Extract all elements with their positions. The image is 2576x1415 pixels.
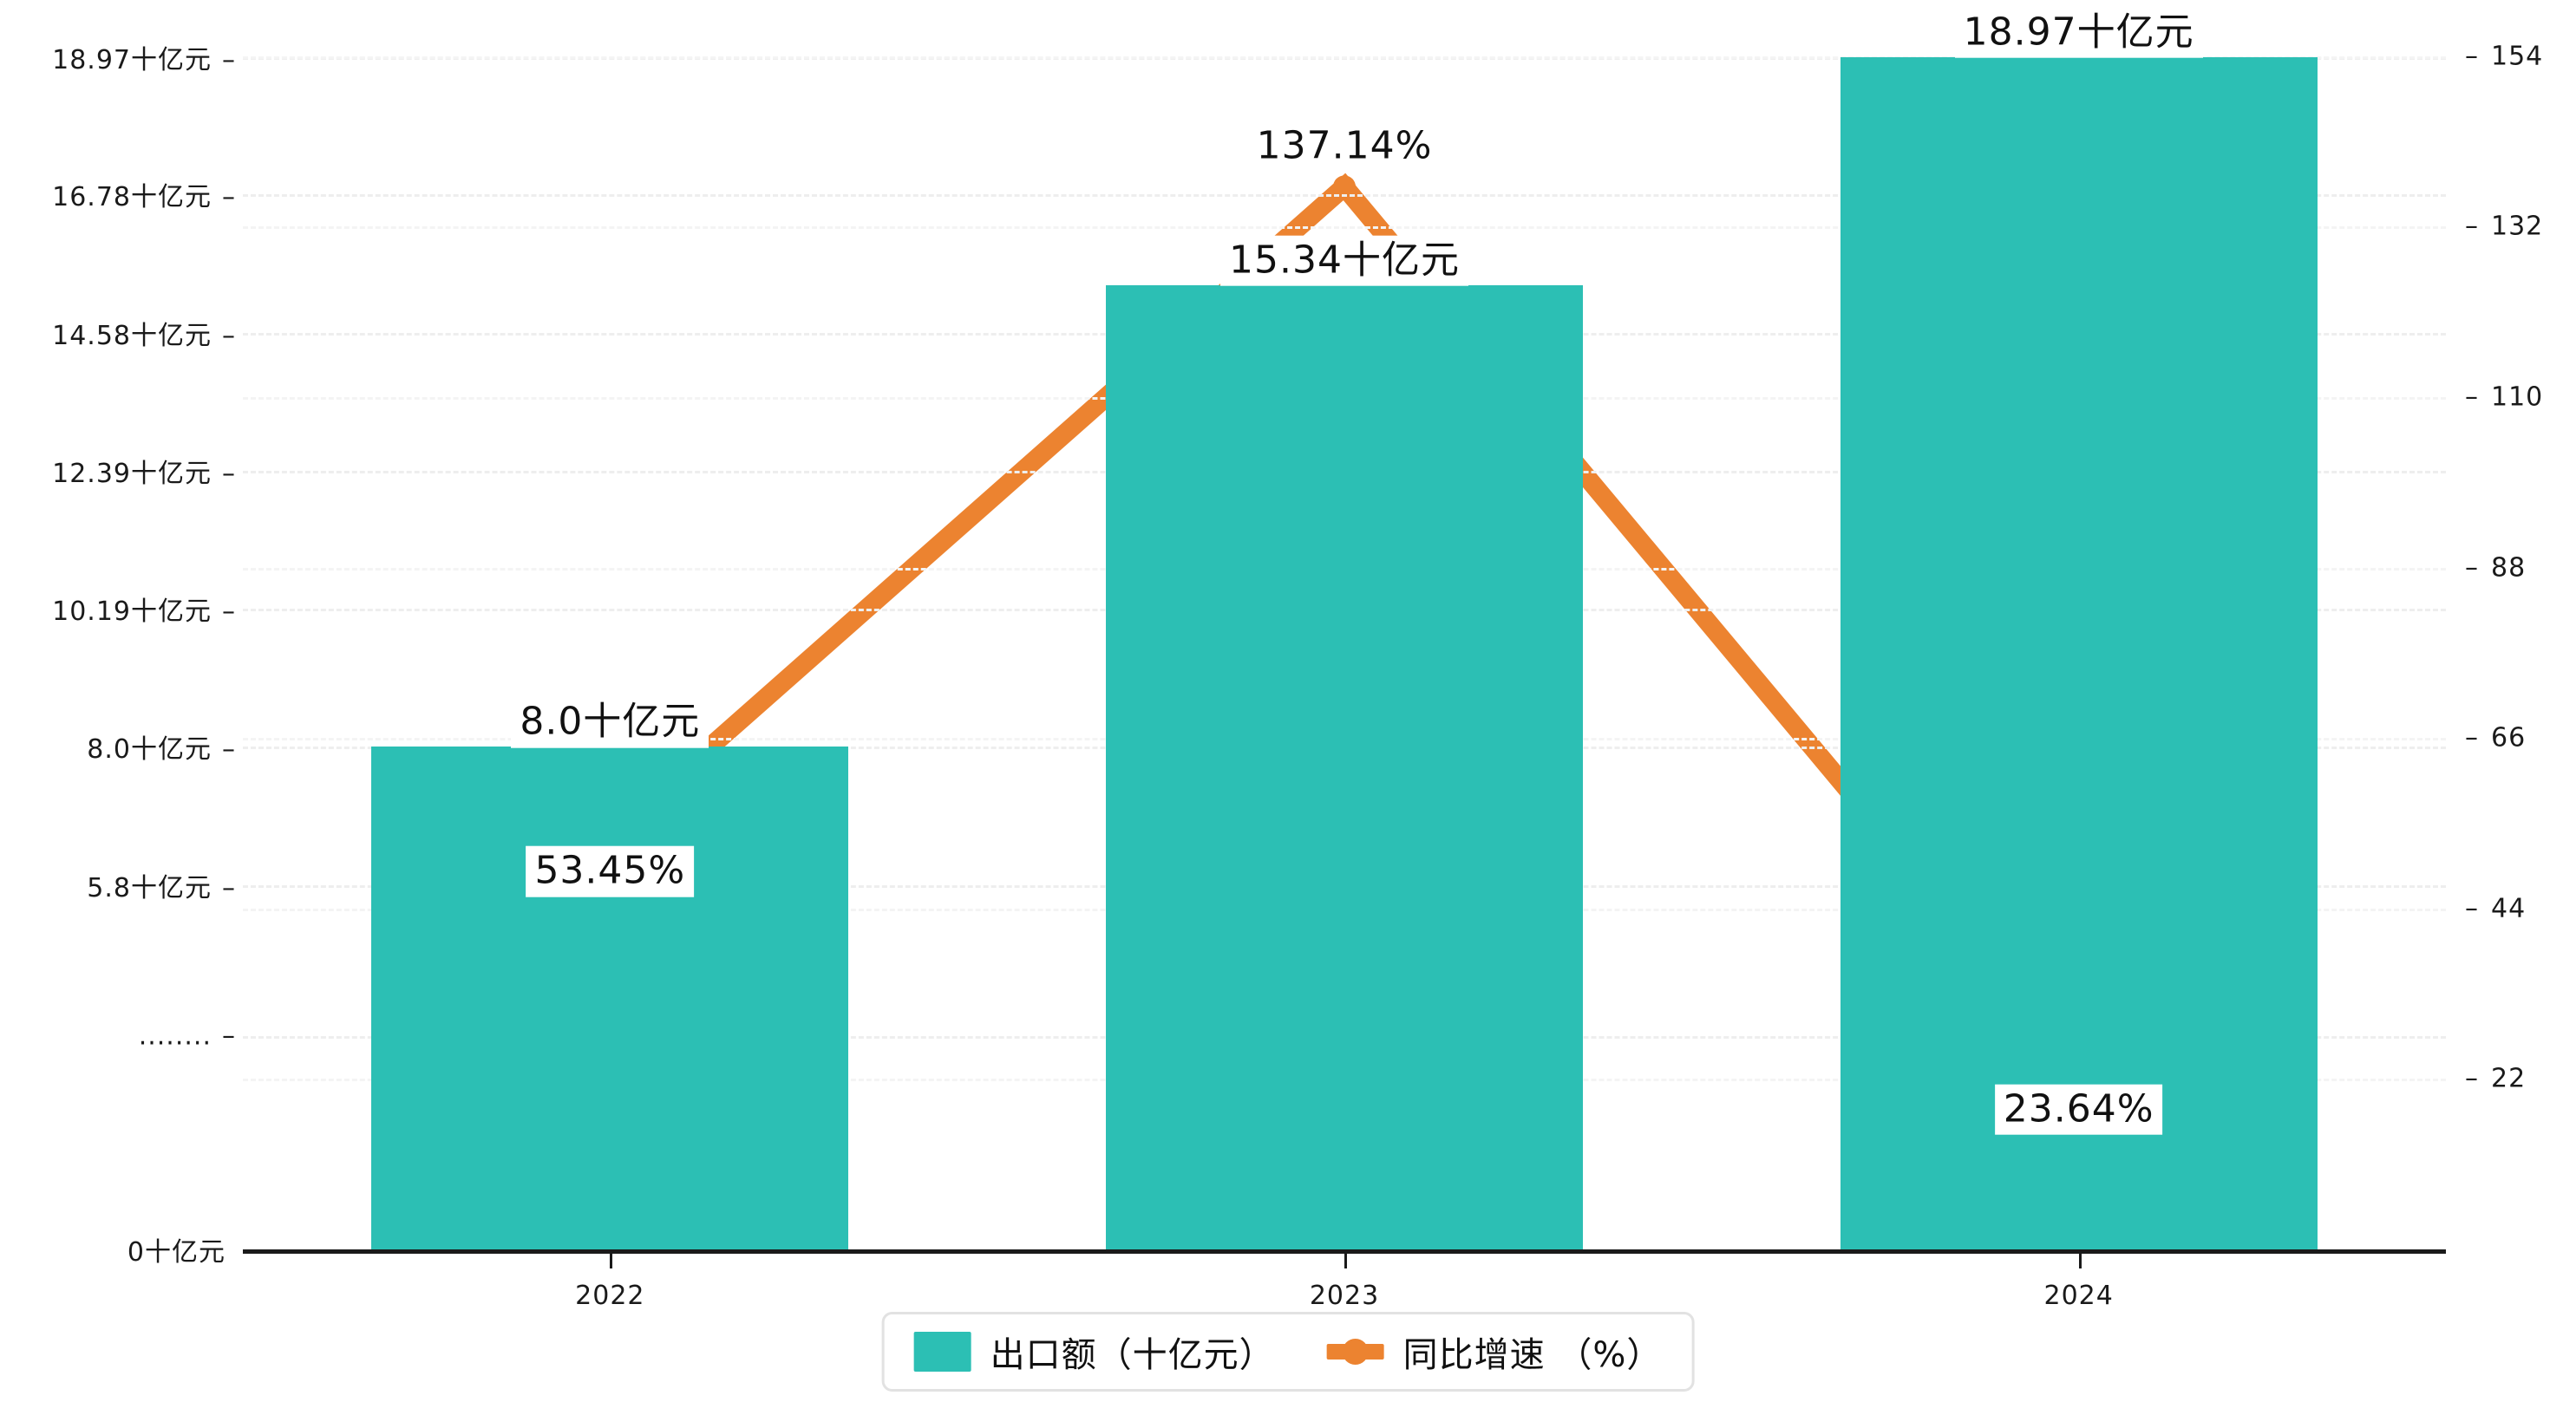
right-axis-tick-label: –110	[2465, 381, 2543, 412]
bar-value-label-2024: 18.97十亿元	[1954, 7, 2203, 58]
right-axis-tick-label: –22	[2465, 1064, 2526, 1094]
tick-dash-icon: –	[222, 872, 236, 903]
right-axis-tick-text: 22	[2491, 1063, 2527, 1094]
right-axis-tick-label: –154	[2465, 41, 2543, 71]
x-axis-tick-label: 2024	[2043, 1281, 2114, 1311]
left-axis-tick-label: ........ –	[139, 1020, 236, 1051]
left-axis-tick-text: 16.78十亿元	[52, 182, 212, 213]
tick-dash-icon: –	[222, 320, 236, 351]
tick-dash-icon: –	[2465, 381, 2479, 413]
tick-dash-icon: –	[222, 458, 236, 489]
right-axis-tick-label: –44	[2465, 893, 2526, 923]
bar-2024[interactable]	[1840, 56, 2318, 1249]
right-axis-tick-text: 154	[2491, 41, 2544, 72]
tick-dash-icon: –	[2465, 722, 2479, 753]
chart-legend[interactable]: 出口额（十亿元） 同比增速 （%）	[881, 1312, 1695, 1392]
x-axis-tick-label: 2022	[575, 1281, 645, 1311]
left-axis-tick-label: 5.8十亿元 –	[87, 866, 236, 904]
bar-value-label-2023: 15.34十亿元	[1220, 235, 1468, 287]
left-axis-tick-label: 14.58十亿元 –	[52, 314, 236, 352]
bar-value-label-2022: 8.0十亿元	[511, 696, 709, 748]
bar-swatch-icon	[913, 1332, 971, 1372]
left-axis-tick-text: 10.19十亿元	[52, 597, 212, 628]
left-axis-tick-label: 18.97十亿元 –	[52, 38, 236, 76]
line-value-label-2023: 137.14%	[1247, 121, 1442, 173]
right-axis-tick-label: –66	[2465, 723, 2526, 753]
tick-dash-icon: –	[2465, 552, 2479, 584]
line-value-label-2022: 53.45%	[526, 846, 695, 897]
bar-2023[interactable]	[1105, 284, 1584, 1249]
tick-dash-icon: –	[222, 44, 236, 75]
x-axis-tick-label: 2023	[1309, 1281, 1380, 1311]
left-axis-tick-text: ........	[138, 1020, 212, 1051]
line-swatch-icon	[1326, 1332, 1384, 1372]
left-axis-tick-label: 16.78十亿元 –	[52, 175, 236, 213]
x-tick-mark	[2078, 1249, 2082, 1268]
legend-label-export-value: 出口额（十亿元）	[990, 1335, 1275, 1375]
left-axis-tick-label: 12.39十亿元 –	[52, 452, 236, 490]
tick-dash-icon: –	[222, 182, 236, 213]
right-axis-tick-text: 66	[2491, 722, 2527, 753]
gridline	[243, 194, 2446, 198]
left-axis-tick-label: 10.19十亿元 –	[52, 590, 236, 628]
left-axis-tick-text: 18.97十亿元	[52, 44, 212, 75]
left-axis-tick-text: 5.8十亿元	[87, 872, 212, 903]
left-axis-tick-text: 0十亿元	[127, 1237, 226, 1268]
gridline-secondary	[243, 55, 2446, 59]
right-axis-tick-label: –88	[2465, 552, 2526, 583]
gridline-secondary	[243, 226, 2446, 230]
line-value-label-2024: 23.64%	[1994, 1084, 2163, 1136]
tick-dash-icon: –	[222, 597, 236, 628]
left-axis-tick-text: 12.39十亿元	[52, 458, 212, 489]
line-point-2023[interactable]	[1333, 175, 1356, 199]
bar-2022[interactable]	[371, 747, 849, 1249]
tick-dash-icon: –	[2465, 41, 2479, 72]
tick-dash-icon: –	[2465, 893, 2479, 924]
legend-item-export-value[interactable]: 出口额（十亿元）	[913, 1327, 1275, 1377]
tick-dash-icon: –	[222, 734, 236, 765]
tick-dash-icon: –	[222, 1020, 236, 1051]
left-axis-tick-label: 0十亿元	[127, 1230, 236, 1268]
right-axis-tick-text: 110	[2491, 381, 2544, 413]
right-axis-tick-text: 88	[2491, 552, 2527, 584]
tick-dash-icon: –	[2465, 1063, 2479, 1094]
legend-item-growth-rate[interactable]: 同比增速 （%）	[1326, 1327, 1663, 1377]
left-axis-tick-text: 8.0十亿元	[87, 734, 212, 765]
x-tick-mark	[1344, 1249, 1347, 1268]
left-axis-tick-label: 8.0十亿元 –	[87, 727, 236, 766]
right-axis-tick-text: 44	[2491, 893, 2527, 924]
right-axis-tick-label: –132	[2465, 212, 2543, 242]
legend-label-growth-rate: 同比增速 （%）	[1402, 1335, 1663, 1375]
right-axis-tick-text: 132	[2491, 211, 2544, 242]
left-axis-tick-text: 14.58十亿元	[52, 320, 212, 351]
x-tick-mark	[610, 1249, 613, 1268]
tick-dash-icon: –	[2465, 211, 2479, 242]
